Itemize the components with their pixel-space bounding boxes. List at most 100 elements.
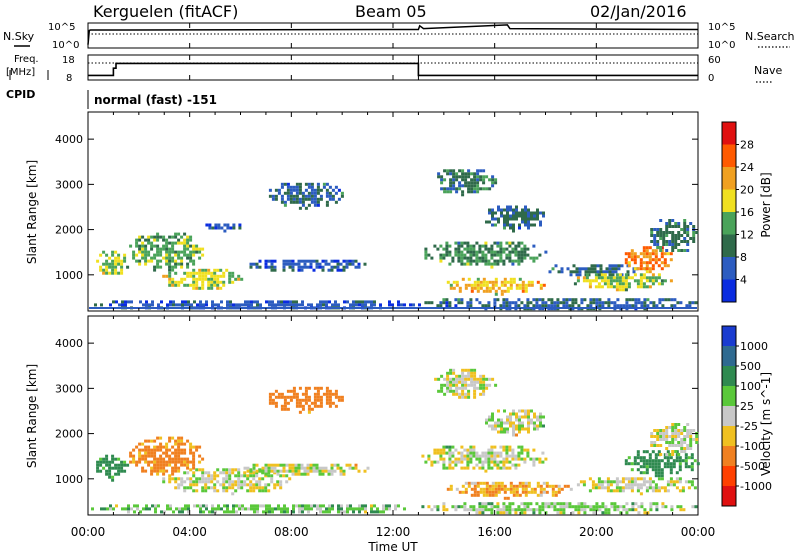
heatmap-cell bbox=[532, 244, 536, 248]
heatmap-cell bbox=[660, 255, 664, 259]
heatmap-cell bbox=[298, 398, 302, 402]
heatmap-cell bbox=[440, 187, 444, 191]
heatmap-cell bbox=[592, 511, 596, 515]
heatmap-cell bbox=[503, 484, 507, 488]
heatmap-cell bbox=[324, 469, 328, 473]
heatmap-cell bbox=[250, 300, 253, 304]
heatmap-cell bbox=[650, 240, 654, 243]
heatmap-cell bbox=[283, 407, 287, 411]
heatmap-cell bbox=[671, 432, 675, 435]
heatmap-cell bbox=[527, 280, 531, 284]
heatmap-cell bbox=[306, 469, 310, 473]
heatmap-cell bbox=[325, 507, 328, 511]
heatmap-cell bbox=[316, 404, 320, 408]
heatmap-cell bbox=[677, 432, 681, 435]
heatmap-cell bbox=[452, 187, 456, 191]
heatmap-cell bbox=[654, 489, 658, 493]
heatmap-cell bbox=[536, 280, 540, 284]
heatmap-cell bbox=[686, 243, 690, 246]
heatmap-cell bbox=[216, 489, 220, 493]
heatmap-cell bbox=[192, 480, 196, 484]
heatmap-cell bbox=[469, 247, 473, 251]
heatmap-cell bbox=[109, 507, 112, 511]
heatmap-cell bbox=[439, 259, 443, 263]
heatmap-cell bbox=[684, 480, 688, 484]
heatmap-cell bbox=[455, 377, 459, 381]
heatmap-cell bbox=[345, 259, 349, 263]
heatmap-cell bbox=[651, 465, 655, 469]
heatmap-cell bbox=[442, 247, 446, 251]
heatmap-cell bbox=[289, 395, 293, 399]
heatmap-cell bbox=[177, 448, 181, 452]
heatmap-cell bbox=[455, 374, 459, 378]
heatmap-cell bbox=[545, 484, 549, 488]
heatmap-cell bbox=[521, 487, 525, 491]
heatmap-cell bbox=[165, 463, 169, 467]
heatmap-cell bbox=[295, 401, 299, 405]
heatmap-cell bbox=[631, 304, 635, 308]
heatmap-cell bbox=[532, 259, 536, 263]
heatmap-cell bbox=[273, 486, 277, 490]
heatmap-cell bbox=[295, 392, 299, 396]
heatmap-cell bbox=[527, 211, 530, 215]
heatmap-cell bbox=[475, 250, 479, 254]
heatmap-cell bbox=[193, 504, 196, 508]
heatmap-cell bbox=[618, 480, 622, 484]
heatmap-cell bbox=[442, 463, 446, 467]
heatmap-cell bbox=[454, 298, 458, 302]
heatmap-cell bbox=[677, 237, 681, 240]
heatmap-cell bbox=[653, 444, 657, 447]
heatmap-cell bbox=[300, 463, 304, 467]
heatmap-cell bbox=[523, 460, 527, 464]
heatmap-cell bbox=[334, 389, 338, 393]
heatmap-cell bbox=[219, 268, 223, 272]
heatmap-cell bbox=[319, 188, 323, 192]
heatmap-cell bbox=[124, 507, 127, 511]
heatmap-cell bbox=[569, 270, 573, 274]
heatmap-cell bbox=[364, 507, 367, 511]
heatmap-cell bbox=[127, 300, 130, 304]
heatmap-cell bbox=[669, 456, 673, 460]
heatmap-cell bbox=[565, 304, 569, 308]
heatmap-cell bbox=[333, 259, 337, 263]
heatmap-cell bbox=[210, 286, 214, 290]
colorbar-segment bbox=[722, 122, 736, 145]
heatmap-cell bbox=[130, 300, 133, 304]
heatmap-cell bbox=[238, 223, 242, 227]
heatmap-cell bbox=[315, 265, 319, 269]
heatmap-cell bbox=[461, 169, 465, 173]
heatmap-cell bbox=[636, 267, 640, 271]
heatmap-cell bbox=[677, 222, 681, 225]
heatmap-cell bbox=[187, 510, 190, 514]
heatmap-cell bbox=[675, 459, 679, 463]
heatmap-cell bbox=[660, 261, 664, 265]
heatmap-cell bbox=[446, 280, 450, 284]
heatmap-cell bbox=[470, 374, 474, 378]
heatmap-cell bbox=[168, 477, 172, 481]
heatmap-cell bbox=[533, 211, 536, 215]
heatmap-cell bbox=[144, 439, 148, 443]
heatmap-cell bbox=[469, 256, 473, 260]
heatmap-cell bbox=[183, 238, 187, 242]
heatmap-cell bbox=[300, 259, 304, 263]
heatmap-cell bbox=[370, 300, 373, 304]
heatmap-cell bbox=[520, 457, 524, 461]
heatmap-cell bbox=[177, 436, 181, 440]
heatmap-cell bbox=[499, 250, 503, 254]
heatmap-cell bbox=[144, 256, 148, 260]
heatmap-cell bbox=[470, 190, 474, 194]
heatmap-cell bbox=[373, 510, 376, 514]
heatmap-cell bbox=[469, 448, 473, 452]
heatmap-cell bbox=[202, 303, 205, 307]
heatmap-cell bbox=[174, 235, 178, 239]
heatmap-cell bbox=[189, 448, 193, 452]
heatmap-cell bbox=[439, 457, 443, 461]
heatmap-cell bbox=[147, 250, 151, 254]
heatmap-cell bbox=[662, 234, 666, 237]
heatmap-cell bbox=[270, 466, 274, 470]
heatmap-cell bbox=[217, 223, 221, 227]
heatmap-cell bbox=[524, 220, 527, 224]
heatmap-cell bbox=[690, 453, 694, 457]
heatmap-cell bbox=[454, 304, 458, 308]
heatmap-cell bbox=[180, 477, 184, 481]
